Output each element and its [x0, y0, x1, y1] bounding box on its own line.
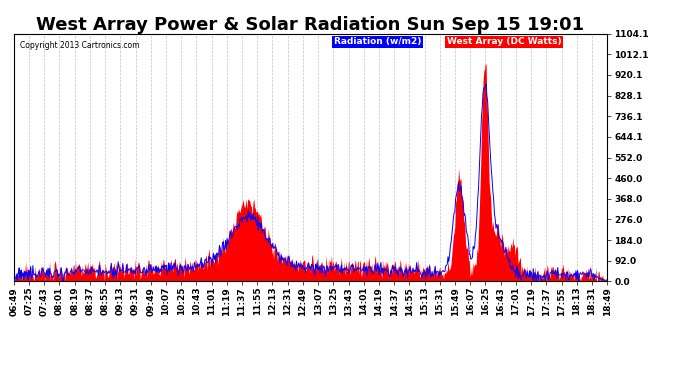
- Text: West Array (DC Watts): West Array (DC Watts): [447, 38, 562, 46]
- Text: Copyright 2013 Cartronics.com: Copyright 2013 Cartronics.com: [20, 41, 139, 50]
- Title: West Array Power & Solar Radiation Sun Sep 15 19:01: West Array Power & Solar Radiation Sun S…: [37, 16, 584, 34]
- Text: Radiation (w/m2): Radiation (w/m2): [334, 38, 422, 46]
